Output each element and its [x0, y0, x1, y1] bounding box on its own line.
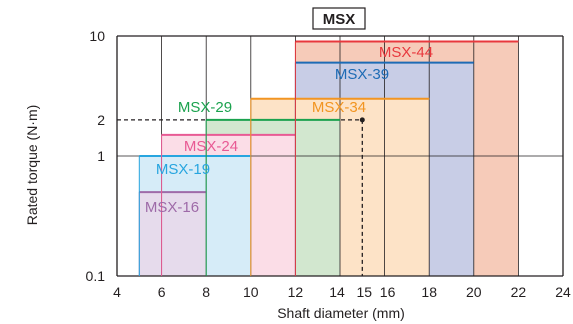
x-tick-label-18: 18 — [421, 284, 437, 300]
y-tick-label-10: 10 — [89, 28, 105, 44]
rated-torque-lines — [138, 40, 519, 276]
x-tick-label-15: 15 — [357, 284, 373, 300]
title-box — [312, 7, 366, 30]
x-tick-label-22: 22 — [511, 284, 527, 300]
series-label-msx-16: MSX-16 — [145, 199, 199, 216]
chart-title: MSX — [323, 11, 356, 28]
series-label-msx-44: MSX-44 — [379, 44, 433, 61]
bar-msx-16 — [139, 192, 207, 276]
x-tick-label-8: 8 — [202, 284, 210, 300]
x-tick-label-12: 12 — [288, 284, 304, 300]
x-tick-label-20: 20 — [466, 284, 482, 300]
y-tick-label-1: 1 — [97, 148, 105, 164]
y-axis-label: Rated torque (N·m) — [24, 105, 40, 226]
series-labels: MSX-16 MSX-19 MSX-24 MSX-29 MSX-34 MSX-39 MSX-… — [145, 44, 433, 216]
x-tick-label-14: 14 — [329, 284, 345, 300]
x-tick-label-24: 24 — [555, 284, 571, 300]
series-label-msx-24: MSX-24 — [184, 138, 238, 155]
y-tick-label-0-1: 0.1 — [86, 268, 106, 284]
x-tick-label-10: 10 — [243, 284, 259, 300]
series-label-msx-34: MSX-34 — [312, 99, 366, 116]
x-axis-label: Shaft diameter (mm) — [277, 305, 405, 321]
y-tick-label-2: 2 — [97, 112, 105, 128]
series-label-msx-29: MSX-29 — [178, 99, 232, 116]
selection-bars — [139, 41, 519, 276]
guide-point — [359, 117, 365, 123]
x-tick-label-6: 6 — [158, 284, 166, 300]
series-label-msx-19: MSX-19 — [156, 161, 210, 178]
x-tick-label-16: 16 — [380, 284, 396, 300]
series-label-msx-39: MSX-39 — [335, 66, 389, 83]
x-tick-label-4: 4 — [113, 284, 121, 300]
